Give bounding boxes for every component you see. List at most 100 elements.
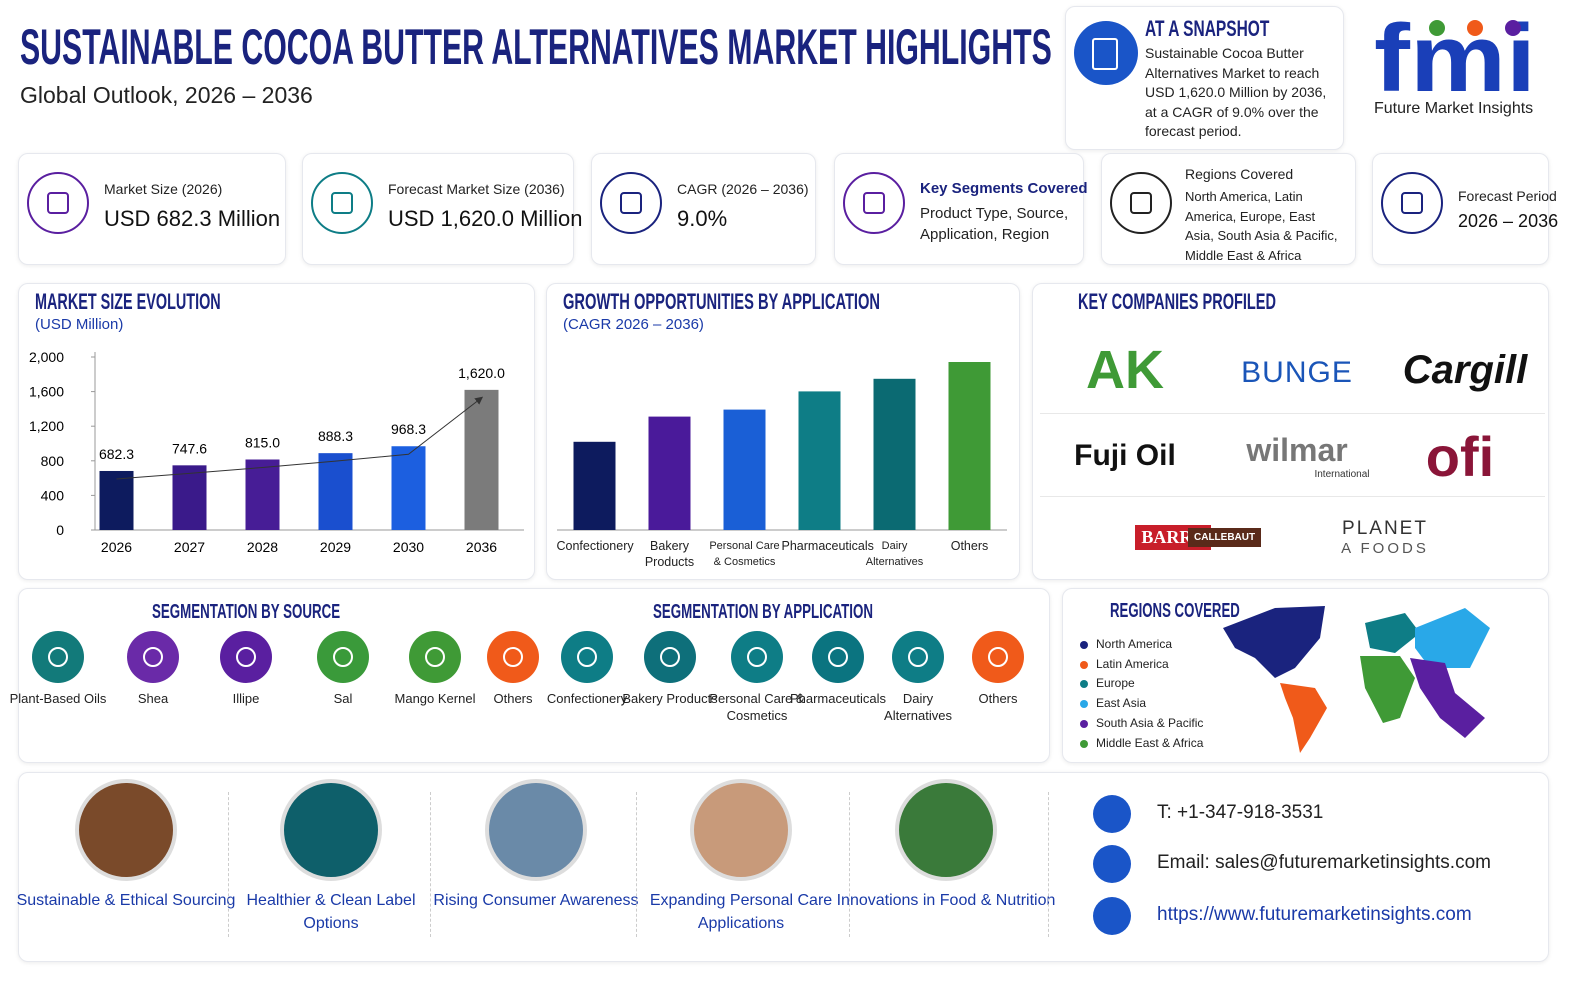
segment-label: Dairy Alternatives: [884, 691, 952, 723]
logo-dot: [1467, 20, 1483, 36]
legend-label: Latin America: [1096, 656, 1169, 671]
segment-label: Personal Care & Cosmetics: [709, 691, 805, 723]
segment-label: Bakery Products: [622, 691, 718, 706]
contact-icon: [1093, 897, 1131, 935]
x-tick-label: Others: [950, 539, 989, 553]
stat-label: Key Segments Covered: [920, 180, 1088, 197]
divider: [430, 792, 431, 937]
segment-glyph: [660, 647, 680, 667]
legend-dot: [1080, 739, 1088, 748]
company-name: Fuji Oil: [1074, 439, 1176, 472]
segment-glyph: [908, 647, 928, 667]
legend-dot: [1080, 719, 1088, 728]
segment-glyph: [503, 647, 523, 667]
segment-glyph: [577, 647, 597, 667]
segment-glyph: [48, 647, 68, 667]
divider: [228, 792, 229, 937]
stat-icon: [1110, 172, 1172, 234]
segment-label: Plant-Based Oils: [9, 691, 107, 706]
stat-card: [18, 153, 286, 265]
map-region: [1410, 658, 1485, 738]
company-subname: International: [1314, 469, 1370, 480]
divider: [1048, 792, 1049, 937]
segment-glyph: [988, 647, 1008, 667]
driver-image: [75, 779, 177, 881]
x-tick-label: Dairy Alternatives: [865, 540, 924, 568]
snapshot-icon: [1074, 21, 1138, 85]
company-logo: AK: [1040, 335, 1210, 405]
segment-label: Others: [978, 691, 1018, 706]
contact-text: Email: sales@futuremarketinsights.com: [1157, 852, 1491, 873]
contact-text: https://www.futuremarketinsights.com: [1157, 904, 1472, 925]
segment-glyph: [236, 647, 256, 667]
company-logo: Cargill: [1380, 335, 1550, 405]
segment-label: Others: [493, 691, 533, 706]
logo-dot: [1505, 20, 1521, 36]
company-logo: wilmar International: [1212, 421, 1382, 491]
x-tick-label: Bakery Products: [644, 539, 695, 569]
stat-icon: [600, 172, 662, 234]
stat-label: Forecast Period: [1458, 188, 1557, 204]
stat-icon-glyph: [1130, 192, 1152, 214]
stat-icon: [1381, 172, 1443, 234]
company-name: wilmar: [1246, 432, 1348, 468]
company-logo: Fuji Oil: [1040, 421, 1210, 491]
x-tick-label: Personal Care & Cosmetics: [709, 540, 780, 568]
segment-glyph: [425, 647, 445, 667]
segment-glyph: [747, 647, 767, 667]
chart-panel: [546, 283, 1020, 580]
company-logo: ofi: [1375, 421, 1545, 491]
snapshot-text: Sustainable Cocoa Butter Alternatives Ma…: [1145, 45, 1327, 140]
grid-divider: [1040, 413, 1545, 414]
company-logo: BARRY CALLEBAUT: [1088, 502, 1262, 572]
stat-icon: [311, 172, 373, 234]
segment-label: Pharmaceuticals: [789, 691, 887, 706]
stat-value: USD 682.3 Million: [104, 206, 281, 231]
stat-icon-glyph: [620, 192, 642, 214]
contact-icon: [1093, 845, 1131, 883]
legend-label: Europe: [1096, 676, 1135, 691]
chart-title: GROWTH OPPORTUNITIES BY APPLICATION: [563, 289, 881, 314]
company-logo: PLANET A FOODS: [1300, 502, 1470, 572]
driver-label: Rising Consumer Awareness: [433, 892, 639, 909]
snapshot-icon-doc: [1092, 38, 1118, 70]
divider: [849, 792, 850, 937]
stat-icon: [843, 172, 905, 234]
segment-label: Confectionery: [546, 691, 628, 706]
segment-glyph: [333, 647, 353, 667]
driver-image: [485, 779, 587, 881]
regions-title: REGIONS COVERED: [1110, 600, 1240, 622]
map-region: [1415, 608, 1490, 668]
segment-label: Illipe: [232, 691, 260, 706]
stat-label: Market Size (2026): [104, 181, 223, 197]
world-map: [1223, 606, 1490, 753]
chart-subtitle: (CAGR 2026 – 2036): [563, 316, 704, 333]
divider: [636, 792, 637, 937]
segment-label: Shea: [137, 691, 169, 706]
stat-label: CAGR (2026 – 2036): [677, 181, 809, 197]
segment-title: SEGMENTATION BY APPLICATION: [653, 601, 874, 623]
stat-value: USD 1,620.0 Million: [388, 206, 583, 231]
stat-value: Product Type, Source, Application, Regio…: [920, 205, 1069, 243]
segment-glyph: [143, 647, 163, 667]
stat-icon-glyph: [331, 192, 353, 214]
legend-dot: [1080, 680, 1088, 689]
logo-name: Future Market Insights: [1374, 100, 1534, 117]
legend-dot: [1080, 700, 1088, 709]
stat-value: 9.0%: [677, 206, 728, 231]
segment-label: Mango Kernel: [394, 691, 476, 706]
company-name: Cargill: [1402, 347, 1528, 392]
driver-label: Innovations in Food & Nutrition: [836, 892, 1056, 909]
legend-label: East Asia: [1096, 696, 1147, 711]
segment-title: SEGMENTATION BY SOURCE: [152, 601, 341, 623]
map-region: [1223, 606, 1325, 678]
driver-image: [895, 779, 997, 881]
legend-label: South Asia & Pacific: [1096, 715, 1204, 730]
map-region: [1365, 613, 1420, 653]
legend-label: Middle East & Africa: [1096, 735, 1204, 750]
map-region: [1360, 656, 1415, 723]
stat-icon-glyph: [47, 192, 69, 214]
stat-icon-glyph: [863, 192, 885, 214]
company-subname: A FOODS: [1341, 539, 1429, 557]
